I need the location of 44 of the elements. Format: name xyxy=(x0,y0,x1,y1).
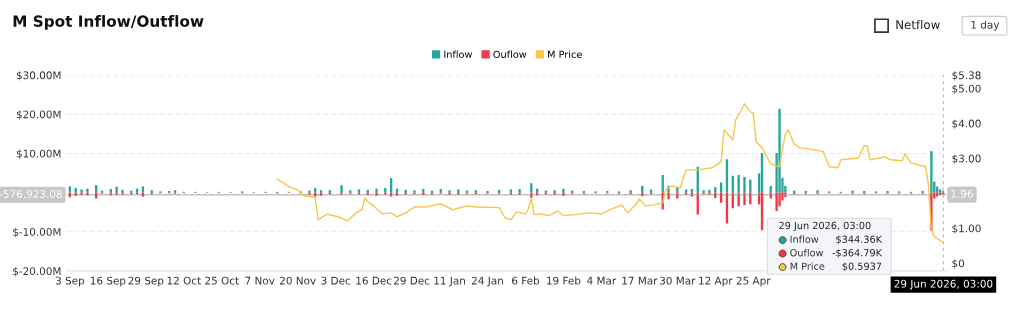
y-tick-label: $10.00M xyxy=(16,149,61,159)
x-tick-label: 29 Dec xyxy=(393,276,430,285)
x-tick-label: 25 Apr xyxy=(736,276,771,287)
y2-tick-label: $4.00 xyxy=(952,119,981,129)
x-tick-label: 6 Feb xyxy=(512,276,540,285)
y-tick-label: $30.00M xyxy=(16,71,61,81)
legend-label: Ouflow xyxy=(493,50,527,59)
legend-label: Inflow xyxy=(444,50,473,59)
x-tick-label: 20 Nov xyxy=(280,276,316,285)
ref-line-label: 29 Jun 2026, 03:00 xyxy=(894,279,993,290)
y-tick-label: $-20.00M xyxy=(13,266,61,277)
x-tick-label: 16 Sep xyxy=(90,276,126,287)
x-tick-label: 25 Oct xyxy=(205,276,239,285)
y-tick-label: $-10.00M xyxy=(13,227,61,238)
text: Netflow xyxy=(896,19,940,30)
annotation: $344.36K xyxy=(836,235,883,245)
x-tick-label: 12 Oct xyxy=(167,276,201,285)
annotation: Ouflow xyxy=(790,248,824,257)
annotation: Inflow xyxy=(790,235,819,243)
x-tick-label: 16 Dec xyxy=(356,276,392,285)
legend-label: M Price xyxy=(548,50,582,59)
annotation: $0.5937 xyxy=(842,262,882,272)
x-tick-label: 3 Sep xyxy=(55,276,85,287)
text: 1 day xyxy=(971,20,1000,31)
y-tick-label: $20.00M xyxy=(16,110,61,120)
x-tick-label: 17 Mar xyxy=(622,276,658,285)
x-tick-label: 12 Apr xyxy=(699,276,733,287)
x-tick-label: 7 Nov xyxy=(245,276,275,285)
x-tick-label: 29 Sep xyxy=(128,276,164,287)
annotation: M Price xyxy=(790,262,825,270)
x-tick-label: 4 Mar xyxy=(587,276,617,285)
x-tick-label: 30 Mar xyxy=(660,276,696,285)
y2-tick-label: $1.00 xyxy=(952,224,981,234)
x-tick-label: 11 Jan xyxy=(434,276,465,287)
x-tick-label: 24 Jan xyxy=(471,276,503,287)
y2-tick-label: $0 xyxy=(952,259,965,269)
chart-title: M Spot Inflow/Outflow xyxy=(13,15,204,30)
annotation: 29 Jun 2026, 03:00 xyxy=(779,221,871,231)
x-tick-label: 3 Dec xyxy=(321,276,351,285)
x-tick-label: 19 Feb xyxy=(547,276,581,285)
y2-tick-label: $5.38 xyxy=(952,71,981,81)
annotation: -$364.79K xyxy=(832,248,883,258)
y2-tick-label: $5.00 xyxy=(952,84,981,94)
y2-tick-label: $3.00 xyxy=(952,154,981,164)
